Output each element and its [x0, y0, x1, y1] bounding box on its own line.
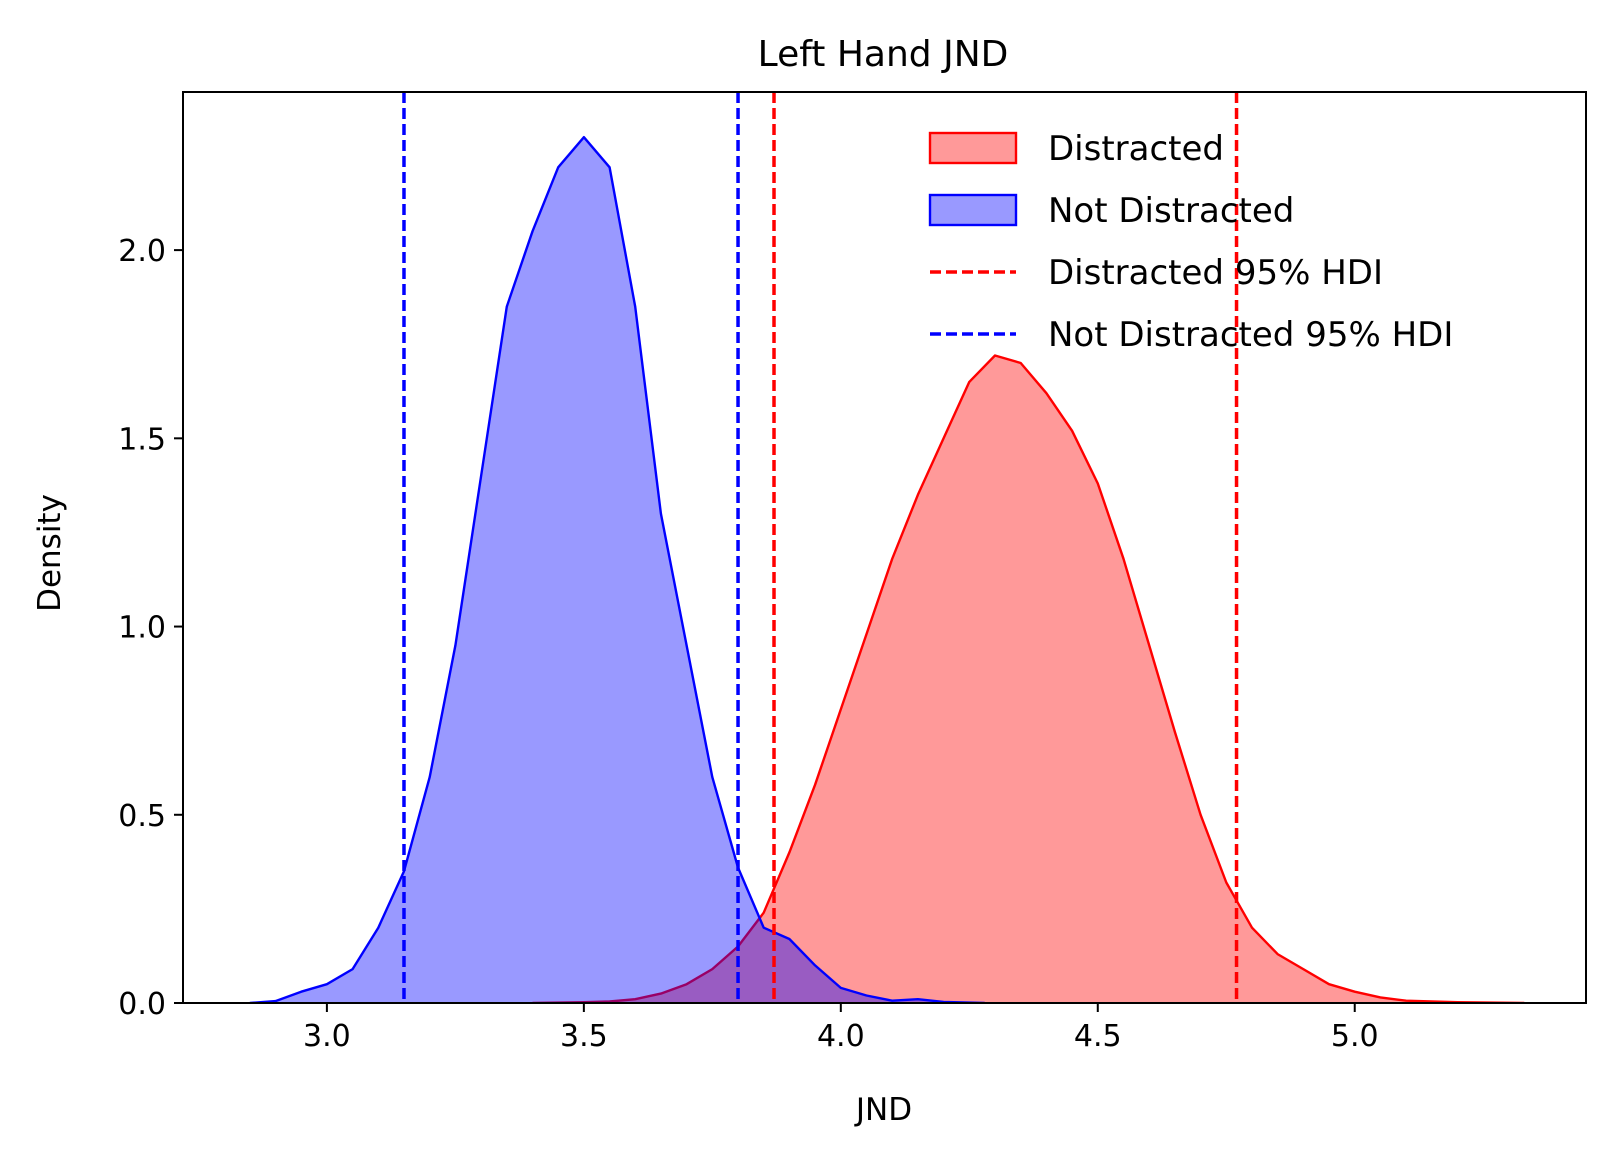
x-axis: 3.0 3.5 4.0 4.5 5.0	[303, 1003, 1379, 1054]
x-tick-label: 3.5	[560, 1019, 608, 1054]
density-line-distracted	[532, 354, 1525, 1003]
y-tick-label: 2.0	[118, 234, 166, 269]
density-area-not-distracted	[249, 137, 985, 1003]
y-tick-label: 0.5	[118, 799, 166, 834]
density-area-distracted	[532, 355, 1525, 1003]
axes-frame	[182, 91, 1587, 1004]
x-tick-label: 5.0	[1331, 1019, 1379, 1054]
x-axis-label: JND	[854, 1092, 912, 1128]
plot-area	[249, 136, 1525, 1003]
chart-title: Left Hand JND	[758, 34, 1009, 75]
legend: Distracted Not Distracted Distracted 95% H…	[928, 129, 1453, 355]
x-tick-label: 4.5	[1074, 1019, 1122, 1054]
legend-swatch-not-distracted	[928, 193, 1018, 227]
legend-label-distracted: Distracted	[1048, 129, 1224, 169]
legend-swatch-distracted	[928, 131, 1018, 165]
legend-label-not-distracted: Not Distracted	[1048, 191, 1294, 231]
density-line-not-distracted	[249, 136, 985, 1003]
hdi-lines	[402, 92, 1239, 1003]
y-axis: 0.0 0.5 1.0 1.5 2.0	[118, 234, 183, 1022]
x-tick-label: 3.0	[303, 1019, 351, 1054]
y-tick-label: 1.5	[118, 422, 166, 457]
y-tick-label: 0.0	[118, 987, 166, 1022]
legend-label-distracted-95-hdi: Distracted 95% HDI	[1048, 253, 1383, 293]
x-tick-label: 4.0	[817, 1019, 865, 1054]
y-tick-label: 1.0	[118, 611, 166, 646]
y-axis-label: Density	[32, 494, 68, 612]
legend-label-not-distracted-95-hdi: Not Distracted 95% HDI	[1048, 315, 1453, 355]
